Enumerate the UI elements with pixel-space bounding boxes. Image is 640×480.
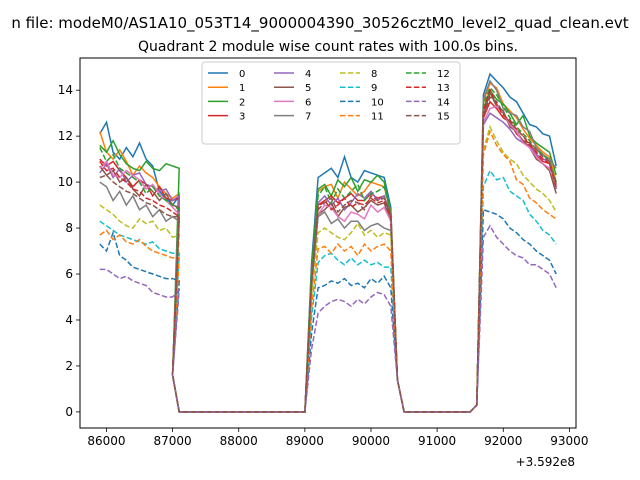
legend-label-2: 2 <box>239 97 245 108</box>
x-axis-offset-label: +3.592e8 <box>516 455 575 469</box>
legend-label-11: 11 <box>371 112 384 123</box>
legend-label-1: 1 <box>239 83 245 94</box>
figure-suptitle: n file: modeM0/AS1A10_053T14_9000004390_… <box>11 14 628 33</box>
legend-label-14: 14 <box>437 97 450 108</box>
x-tick-label: 88000 <box>220 434 258 448</box>
y-tick-label: 8 <box>65 221 73 235</box>
legend-label-8: 8 <box>371 69 377 80</box>
series-line-8 <box>99 124 557 413</box>
y-tick-label: 6 <box>65 267 73 281</box>
legend-label-4: 4 <box>305 69 311 80</box>
x-tick-label: 91000 <box>418 434 456 448</box>
legend-label-12: 12 <box>437 69 450 80</box>
x-tick-label: 89000 <box>286 434 324 448</box>
legend-box <box>201 61 461 145</box>
plot-area: 86000 87000 88000 89000 90000 91000 92000 93000… <box>58 57 588 448</box>
legend-label-7: 7 <box>305 112 311 123</box>
y-tick-label: 14 <box>58 83 73 97</box>
y-tick-label: 2 <box>65 359 73 373</box>
legend-label-15: 15 <box>437 112 450 123</box>
series-line-6 <box>99 105 557 413</box>
legend-label-13: 13 <box>437 83 450 94</box>
legend-label-6: 6 <box>305 97 311 108</box>
legend-label-5: 5 <box>305 83 311 94</box>
series-line-11 <box>99 129 557 413</box>
series-line-14 <box>99 224 557 413</box>
x-tick-label: 87000 <box>153 434 191 448</box>
x-tick-label: 92000 <box>484 434 522 448</box>
series-line-3 <box>99 100 557 413</box>
legend-label-10: 10 <box>371 97 384 108</box>
legend-label-9: 9 <box>371 83 377 94</box>
legend-label-3: 3 <box>239 112 245 123</box>
y-tick-label: 4 <box>65 313 73 327</box>
y-tick-label: 10 <box>58 175 73 189</box>
series-line-13 <box>99 88 557 413</box>
chart-title: Quadrant 2 module wise count rates with … <box>138 39 518 55</box>
series-line-12 <box>99 86 557 413</box>
x-tick-label: 93000 <box>550 434 588 448</box>
x-tick-label: 90000 <box>352 434 390 448</box>
series-line-10 <box>99 208 557 413</box>
series-line-15 <box>99 95 557 413</box>
series-line-4 <box>99 112 557 413</box>
x-tick-label: 86000 <box>87 434 125 448</box>
y-tick-label: 12 <box>58 129 73 143</box>
legend-label-0: 0 <box>239 69 245 80</box>
axes-frame <box>79 57 577 429</box>
y-tick-label: 0 <box>65 405 73 419</box>
